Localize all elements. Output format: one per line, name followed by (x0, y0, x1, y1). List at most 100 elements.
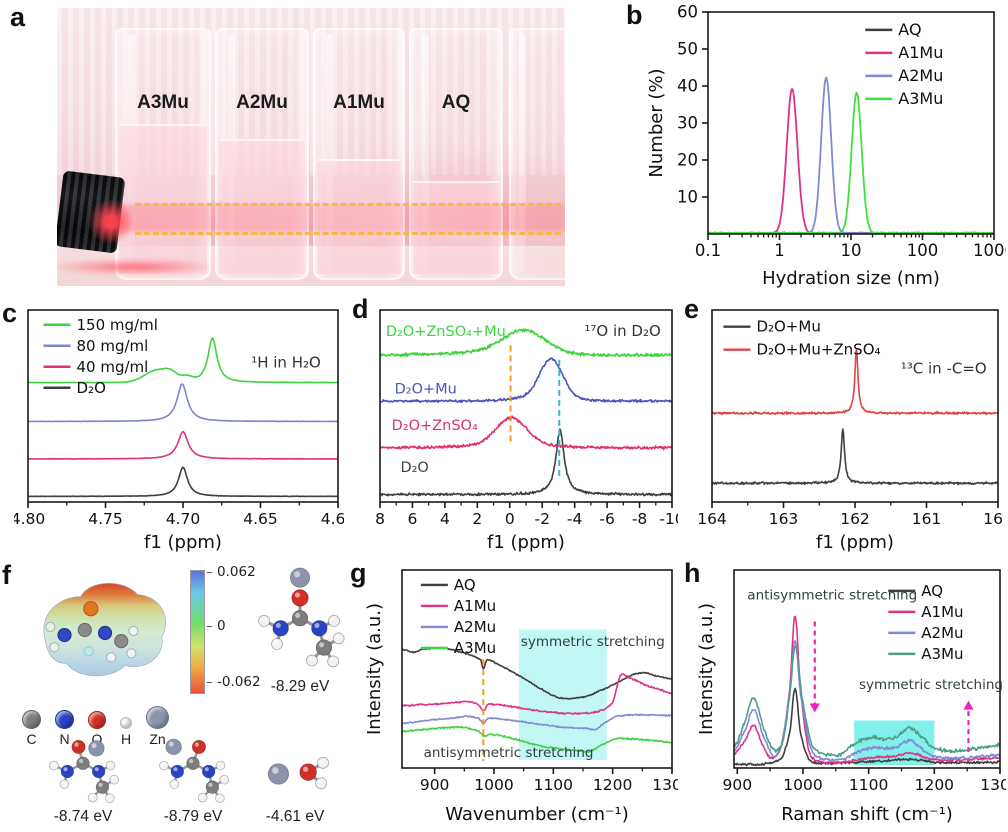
molecule-zn-beside-oxygen (36, 732, 130, 808)
h-atom (49, 760, 59, 771)
y-axis-label: Intensity (a.u.) (366, 603, 385, 735)
atom-legend-h: H (120, 717, 132, 747)
x-axis-label: Raman shift (cm⁻¹) (781, 804, 953, 825)
atom-color-legend: C N O H Zn (22, 706, 169, 747)
h-atom (271, 638, 283, 650)
chart-canvas-b: 0.1 1 10 100 1000 10 20 30 40 50 60 Hydration size … (646, 3, 1008, 290)
x-axis-label: f1 (ppm) (144, 532, 222, 553)
x-tick-label: 162 (840, 510, 870, 528)
x-tick-label: 1000 (783, 776, 822, 794)
n-atom (272, 620, 289, 637)
zn-atom-icon (146, 706, 169, 729)
panel-label-b: b (626, 0, 643, 30)
legend-label: A2Mu (454, 618, 496, 636)
n-atom (92, 764, 106, 779)
x-axis-label: f1 (ppm) (816, 532, 894, 553)
y-axis-label: Intensity (a.u.) (698, 603, 717, 735)
x-tick-label: 8 (375, 510, 385, 528)
c-atom (291, 609, 309, 627)
vial-aq: AQ (409, 28, 503, 280)
colorbar-max: 0.062 (206, 564, 256, 580)
vial-liquid (219, 139, 305, 274)
legend-label: AQ (921, 582, 943, 600)
esp-colorbar (190, 570, 205, 694)
legend-label: D₂O+Mu+ZnSO₄ (756, 341, 880, 359)
annotation-text: D₂O+ZnSO₄ (392, 418, 478, 434)
series-40 mg/ml (28, 430, 338, 460)
annotation-text: D₂O (400, 460, 428, 476)
series-group (380, 328, 672, 497)
h-atom-icon (120, 717, 132, 729)
y-tick-label: 40 (677, 77, 698, 96)
x-tick-label: 900 (420, 776, 450, 794)
laser-pointer (57, 170, 137, 254)
h-atom (215, 760, 226, 771)
x-tick-label: 1000 (474, 776, 513, 794)
atom-legend-n: N (55, 710, 74, 747)
legend-label: A1Mu (898, 43, 943, 62)
vial-liquid (317, 158, 401, 274)
x-tick-label: 4.80 (14, 510, 45, 528)
x-tick-label: 4.60 (321, 510, 344, 528)
annotation-text: antisymmetric stretching (424, 745, 594, 761)
o-atom-icon (88, 711, 106, 729)
molecule-zn-beside-nitrogen (146, 732, 240, 808)
legend-label: A2Mu (921, 624, 963, 642)
h-atom (109, 774, 120, 785)
annotation-text: symmetric stretching (859, 677, 1003, 693)
series-A1Mu (402, 673, 672, 715)
x-tick-label: 4.75 (88, 510, 123, 528)
axes-frame (27, 309, 339, 503)
chart-13c-nmr: 164 163 162 161 160 f1 (ppm) D₂O+Mu D₂O+Mu+ZnSO… (697, 304, 1008, 556)
h-atom (306, 654, 318, 667)
chart-hydration-size: 0.1 1 10 100 1000 10 20 30 40 50 60 Hydration size … (646, 3, 1008, 292)
x-tick-label: 164 (698, 510, 727, 528)
binding-energy-3: -8.79 eV (163, 808, 223, 825)
n-atom (170, 764, 184, 779)
vial-label: A1Mu (333, 92, 385, 113)
legend-label: AQ (454, 576, 476, 594)
h-atom (327, 655, 340, 668)
legend-label: A3Mu (898, 89, 943, 108)
binding-energy-2: -8.74 eV (53, 808, 113, 825)
x-tick-label: 1 (774, 241, 785, 260)
series-AQ (734, 687, 1000, 767)
zn-atom (289, 567, 311, 588)
vial-partial (509, 28, 565, 280)
panel-label-f: f (2, 560, 11, 590)
h-atom (219, 774, 230, 785)
vial-highlight (325, 34, 333, 272)
atom-legend-c: C (22, 710, 41, 747)
atom-symbol: O (91, 731, 103, 747)
legend-label: 40 mg/ml (77, 358, 149, 376)
h-atom (105, 793, 115, 804)
tyndall-photo: A3Mu A2Mu A1Mu AQ (57, 8, 565, 286)
series-80 mg/ml (28, 383, 338, 423)
x-axis-label: Hydration size (nm) (762, 268, 940, 289)
x-tick-label: -4 (567, 510, 582, 528)
binding-energy-1: -8.29 eV (270, 678, 330, 695)
series-D2O+ZnSO4 (380, 415, 672, 451)
x-tick-label: 1000 (973, 241, 1006, 260)
legend-label: A2Mu (898, 66, 943, 85)
series-A2Mu (402, 713, 672, 731)
annotation-text: ¹H in H₂O (251, 354, 321, 372)
chart-canvas-d: 8 6 4 2 0 -2 -4 -6 -8 -10 f1 (ppm) D₂O+ZnSO₄+Mu D₂O+… (375, 309, 685, 553)
x-tick-label: 2 (472, 510, 482, 528)
atom-symbol: C (26, 731, 37, 747)
legend-label: A3Mu (921, 645, 963, 663)
x-tick-label: 6 (408, 510, 418, 528)
x-tick-label: 0.1 (695, 241, 721, 260)
chart-1h-nmr: 4.80 4.75 4.70 4.65 4.60 f1 (ppm) 150 mg/ml 80 … (11, 304, 355, 556)
x-tick-label: -6 (599, 510, 614, 528)
legend-label: AQ (898, 20, 921, 39)
legend-label: A1Mu (921, 603, 963, 621)
x-tick-label: 4.65 (243, 510, 278, 528)
x-tick-label: 1300 (652, 776, 678, 794)
panel-label-g: g (350, 558, 367, 588)
c-atom (315, 639, 333, 656)
o-atom (299, 763, 317, 781)
h-atom (315, 777, 328, 790)
x-axis-label: Wavenumber (cm⁻¹) (445, 804, 629, 825)
